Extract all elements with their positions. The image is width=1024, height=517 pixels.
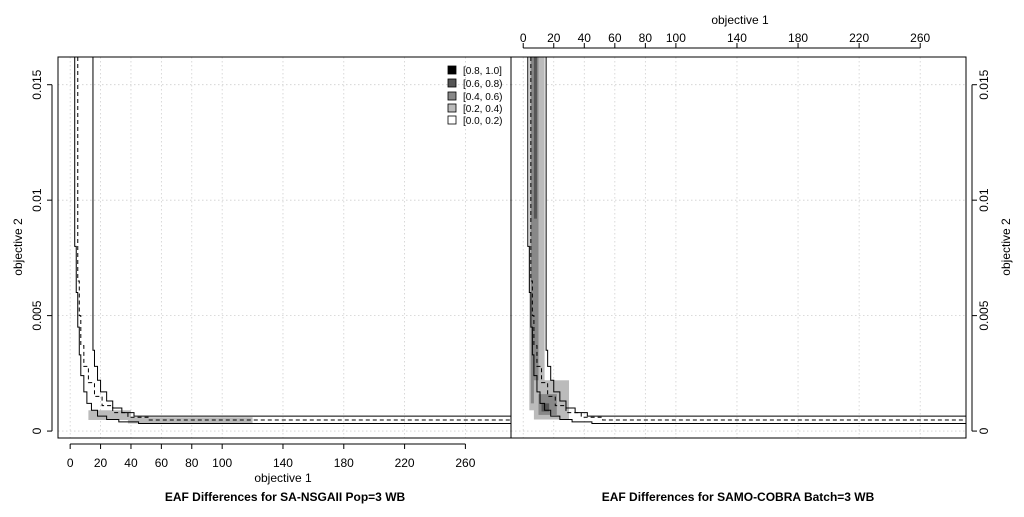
tick-layer: 0 20 40 60 80 100 140 180 220 260 0 0.005 0.01 0.015 0… bbox=[30, 31, 991, 470]
left-x-tick-label-2: 40 bbox=[124, 456, 138, 470]
left-attainment-curve-2 bbox=[92, 57, 511, 417]
right-x-tick-label-5: 100 bbox=[666, 31, 686, 45]
legend-swatch-0 bbox=[447, 65, 457, 75]
left-attainment-curve-0 bbox=[73, 56, 511, 424]
left-x-tick-label-6: 140 bbox=[273, 456, 293, 470]
left-y-tick-label-1: 0.005 bbox=[30, 300, 44, 330]
left-x-tick-label-3: 60 bbox=[155, 456, 169, 470]
right-eaf-region-2 bbox=[533, 57, 537, 219]
right-x-tick-label-1: 20 bbox=[547, 31, 561, 45]
left-y-tick-label-3: 0.015 bbox=[30, 69, 44, 99]
right-x-tick-label-8: 220 bbox=[849, 31, 869, 45]
left-x-tick-label-0: 0 bbox=[67, 456, 74, 470]
region-layer bbox=[88, 57, 570, 424]
right-eaf-region-1 bbox=[530, 57, 539, 404]
left-panel-frame bbox=[57, 56, 512, 439]
right-x-tick-label-2: 40 bbox=[578, 31, 592, 45]
left-x-tick-label-5: 100 bbox=[212, 456, 232, 470]
frame-layer bbox=[57, 56, 967, 439]
right-x-tick-label-0: 0 bbox=[520, 31, 527, 45]
left-x-tick-label-8: 220 bbox=[395, 456, 415, 470]
right-attainment-curve-0 bbox=[526, 56, 966, 424]
left-y-tick-label-2: 0.01 bbox=[30, 188, 44, 212]
legend: [0.8, 1.0] [0.6, 0.8) [0.4, 0.6) [0.2, 0… bbox=[447, 65, 502, 127]
legend-swatch-1 bbox=[447, 78, 457, 88]
legend-swatch-4 bbox=[447, 115, 457, 125]
legend-swatch-3 bbox=[447, 103, 457, 113]
right-x-tick-label-6: 140 bbox=[727, 31, 747, 45]
right-y-tick-label-3: 0.015 bbox=[977, 69, 991, 99]
right-y-axis-label: objective 2 bbox=[999, 218, 1013, 276]
left-x-tick-label-7: 180 bbox=[334, 456, 354, 470]
legend-swatch-2 bbox=[447, 91, 457, 101]
series-layer bbox=[73, 56, 966, 424]
left-chart-title: EAF Differences for SA-NSGAII Pop=3 WB bbox=[165, 490, 406, 504]
right-attainment-curve-2 bbox=[545, 57, 966, 417]
right-x-tick-label-3: 60 bbox=[608, 31, 622, 45]
right-y-tick-label-2: 0.01 bbox=[977, 188, 991, 212]
left-y-axis-label: objective 2 bbox=[11, 218, 25, 276]
right-y-tick-label-1: 0.005 bbox=[977, 300, 991, 330]
right-x-tick-label-9: 260 bbox=[910, 31, 930, 45]
legend-label-0: [0.8, 1.0] bbox=[463, 66, 502, 77]
left-attainment-curve-1 bbox=[77, 57, 511, 421]
legend-label-2: [0.4, 0.6) bbox=[463, 92, 502, 103]
right-x-tick-label-4: 80 bbox=[639, 31, 653, 45]
right-eaf-region-5 bbox=[541, 403, 550, 412]
legend-label-3: [0.2, 0.4) bbox=[463, 104, 502, 115]
legend-label-4: [0.0, 0.2) bbox=[463, 116, 502, 127]
left-x-tick-label-9: 260 bbox=[455, 456, 475, 470]
right-attainment-curve-1 bbox=[530, 57, 966, 421]
right-x-tick-label-7: 180 bbox=[788, 31, 808, 45]
legend-label-1: [0.6, 0.8) bbox=[463, 79, 502, 90]
left-y-tick-label-0: 0 bbox=[30, 427, 44, 434]
left-x-tick-label-1: 20 bbox=[94, 456, 108, 470]
left-x-axis-label: objective 1 bbox=[254, 471, 312, 485]
right-y-tick-label-0: 0 bbox=[977, 427, 991, 434]
right-x-axis-label: objective 1 bbox=[711, 13, 769, 27]
grid-layer bbox=[58, 57, 966, 438]
left-eaf-region-0 bbox=[127, 417, 253, 424]
right-chart-title: EAF Differences for SAMO-COBRA Batch=3 W… bbox=[602, 490, 875, 504]
left-x-tick-label-4: 80 bbox=[185, 456, 199, 470]
left-eaf-region-1 bbox=[88, 410, 131, 420]
right-panel-frame bbox=[510, 56, 967, 439]
